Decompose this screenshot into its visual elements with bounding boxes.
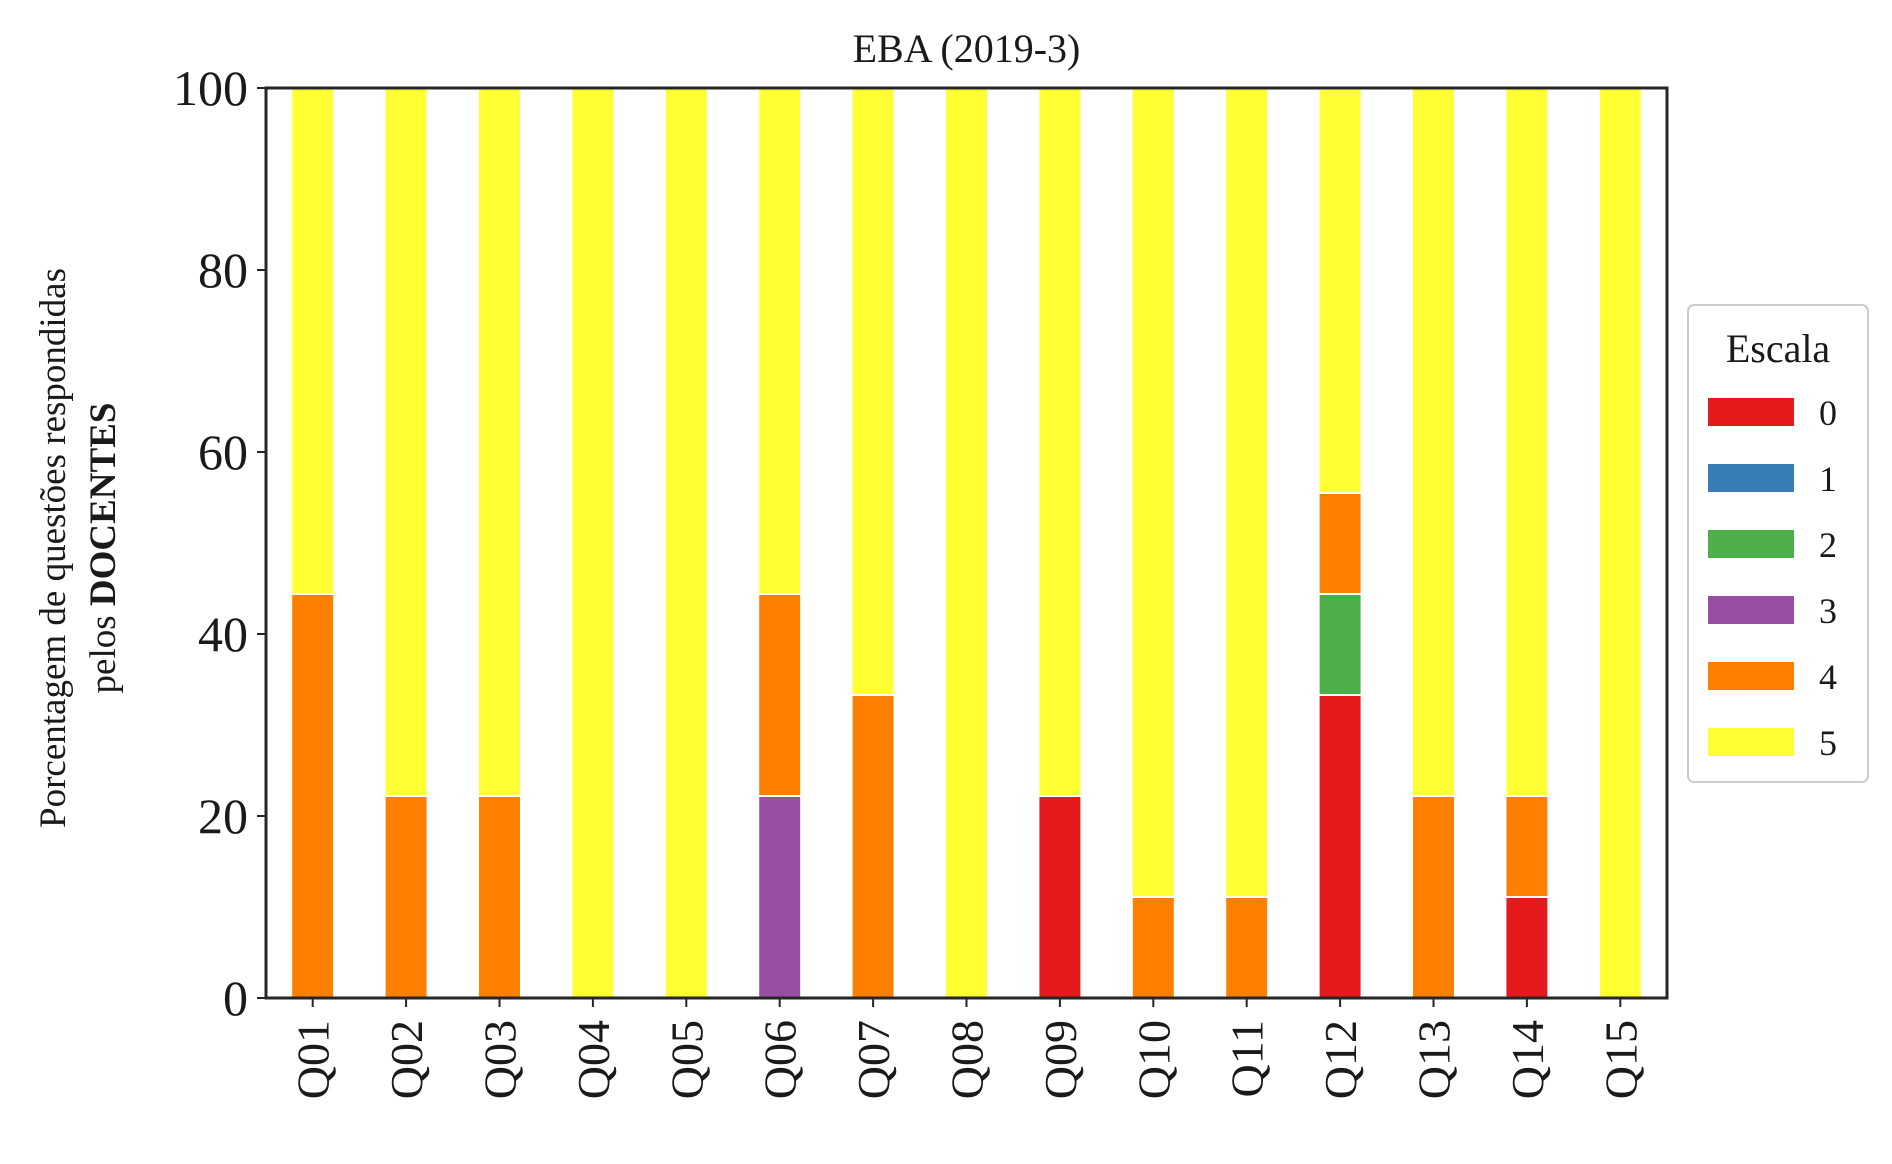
y-axis-label-prefix: pelos — [83, 606, 124, 693]
bar-segment-Q10-escala-5 — [1130, 87, 1176, 898]
y-axis-label-line1: Porcentagem de questões respondidas — [33, 268, 74, 828]
bars-group — [290, 87, 1643, 1000]
y-axis-label: Porcentagem de questões respondidas pelo… — [33, 268, 124, 828]
x-tick-label-Q05: Q05 — [661, 1020, 712, 1099]
x-tick-label-Q09: Q09 — [1035, 1020, 1086, 1099]
bar-segment-Q05-escala-5 — [663, 87, 709, 999]
bar-segment-Q01-escala-4 — [290, 592, 336, 1000]
y-tick-label: 20 — [198, 788, 248, 844]
legend-label-escala-2: 2 — [1819, 525, 1837, 565]
bar-segment-Q07-escala-5 — [850, 87, 896, 696]
x-tick-label-Q12: Q12 — [1315, 1020, 1366, 1099]
bar-segment-Q06-escala-3 — [757, 794, 803, 999]
legend-label-escala-5: 5 — [1819, 723, 1837, 763]
legend-swatch-escala-1 — [1708, 464, 1794, 492]
y-axis-label-bold: DOCENTES — [83, 403, 124, 607]
legend-label-escala-0: 0 — [1819, 393, 1837, 433]
chart-title: EBA (2019-3) — [853, 26, 1081, 71]
bar-segment-Q12-escala-0 — [1317, 693, 1363, 999]
legend-label-escala-4: 4 — [1819, 657, 1837, 697]
legend-swatch-escala-2 — [1708, 530, 1794, 558]
bar-segment-Q02-escala-4 — [383, 794, 429, 999]
bar-segment-Q14-escala-4 — [1504, 794, 1550, 898]
bar-segment-Q04-escala-5 — [570, 87, 616, 999]
y-tick-label: 40 — [198, 606, 248, 662]
legend: Escala 0 1 2 3 4 5 — [1687, 304, 1869, 783]
x-tick-label-Q06: Q06 — [755, 1020, 806, 1099]
bar-segment-Q12-escala-5 — [1317, 87, 1363, 494]
bar-segment-Q13-escala-5 — [1411, 87, 1456, 797]
legend-label-escala-3: 3 — [1819, 591, 1837, 631]
bar-segment-Q13-escala-4 — [1411, 794, 1456, 999]
bar-segment-Q11-escala-5 — [1224, 87, 1270, 898]
bar-segment-Q14-escala-0 — [1504, 895, 1550, 999]
y-axis: 0 20 40 60 80 100 — [173, 60, 266, 1026]
x-tick-label-Q04: Q04 — [568, 1020, 619, 1099]
bar-segment-Q07-escala-4 — [850, 693, 896, 999]
legend-title: Escala — [1726, 326, 1831, 371]
x-tick-label-Q14: Q14 — [1502, 1020, 1553, 1099]
y-tick-label: 60 — [198, 424, 248, 480]
x-tick-label-Q07: Q07 — [848, 1020, 899, 1099]
bar-segment-Q03-escala-4 — [477, 794, 522, 999]
legend-swatch-escala-0 — [1708, 398, 1794, 426]
x-tick-label-Q01: Q01 — [288, 1020, 339, 1099]
y-tick-label: 80 — [198, 242, 248, 298]
legend-swatch-escala-5 — [1708, 728, 1794, 756]
y-tick-label: 100 — [173, 60, 248, 116]
x-tick-label-Q10: Q10 — [1128, 1020, 1179, 1099]
bar-segment-Q12-escala-2 — [1317, 592, 1363, 696]
y-axis-label-line2: pelos DOCENTES — [83, 403, 124, 694]
legend-swatch-escala-4 — [1708, 662, 1794, 690]
x-tick-label-Q11: Q11 — [1222, 1020, 1273, 1098]
bar-segment-Q10-escala-4 — [1130, 895, 1176, 999]
bar-segment-Q01-escala-5 — [290, 87, 336, 595]
legend-swatch-escala-3 — [1708, 596, 1794, 624]
bar-segment-Q08-escala-5 — [944, 87, 989, 999]
legend-label-escala-1: 1 — [1819, 459, 1837, 499]
bar-segment-Q15-escala-5 — [1597, 87, 1643, 999]
y-tick-label: 0 — [223, 970, 248, 1026]
bar-segment-Q06-escala-4 — [757, 592, 803, 797]
bar-segment-Q12-escala-4 — [1317, 491, 1363, 595]
x-tick-label-Q15: Q15 — [1595, 1020, 1646, 1099]
bar-segment-Q02-escala-5 — [383, 87, 429, 797]
bar-segment-Q06-escala-5 — [757, 87, 803, 595]
legend-items: 0 1 2 3 4 5 — [1708, 393, 1837, 763]
x-tick-label-Q13: Q13 — [1409, 1020, 1460, 1099]
bar-segment-Q14-escala-5 — [1504, 87, 1550, 797]
bar-segment-Q09-escala-0 — [1037, 794, 1083, 999]
x-tick-label-Q08: Q08 — [942, 1020, 993, 1099]
bar-segment-Q03-escala-5 — [477, 87, 522, 797]
bar-segment-Q11-escala-4 — [1224, 895, 1270, 999]
x-tick-label-Q02: Q02 — [381, 1020, 432, 1099]
x-tick-label-Q03: Q03 — [475, 1020, 526, 1099]
x-axis: Q01 Q02 Q03 Q04 Q05 Q06 Q07 Q08 Q09 Q10 Q11 Q12 Q13 Q… — [288, 998, 1646, 1099]
bar-segment-Q09-escala-5 — [1037, 87, 1083, 797]
